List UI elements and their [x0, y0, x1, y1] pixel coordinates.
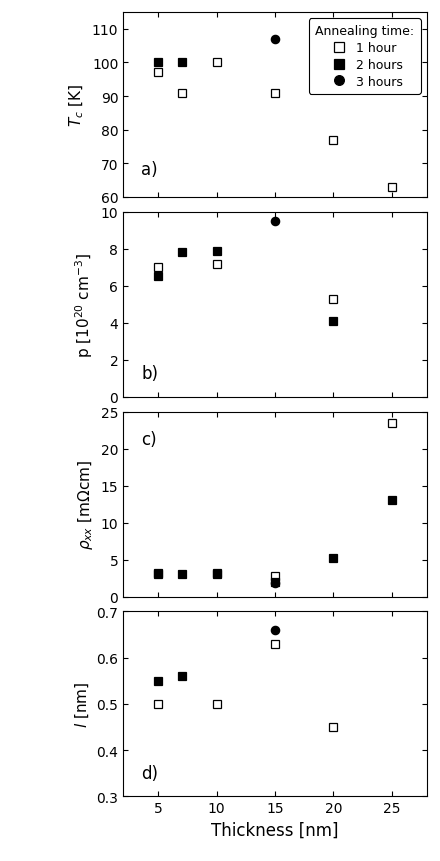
Text: d): d) [141, 764, 158, 782]
Y-axis label: $\rho_{xx}$ [m$\Omega$cm]: $\rho_{xx}$ [m$\Omega$cm] [76, 460, 95, 549]
Y-axis label: p [$10^{20}$ cm$^{-3}$]: p [$10^{20}$ cm$^{-3}$] [73, 252, 95, 357]
Y-axis label: $l$ [nm]: $l$ [nm] [73, 681, 91, 728]
Text: a): a) [141, 161, 158, 179]
Text: b): b) [141, 364, 158, 382]
X-axis label: Thickness [nm]: Thickness [nm] [211, 821, 339, 839]
Text: c): c) [141, 430, 157, 449]
Legend: 1 hour, 2 hours, 3 hours: 1 hour, 2 hours, 3 hours [309, 19, 421, 95]
Y-axis label: $T_c$ [K]: $T_c$ [K] [68, 84, 86, 127]
